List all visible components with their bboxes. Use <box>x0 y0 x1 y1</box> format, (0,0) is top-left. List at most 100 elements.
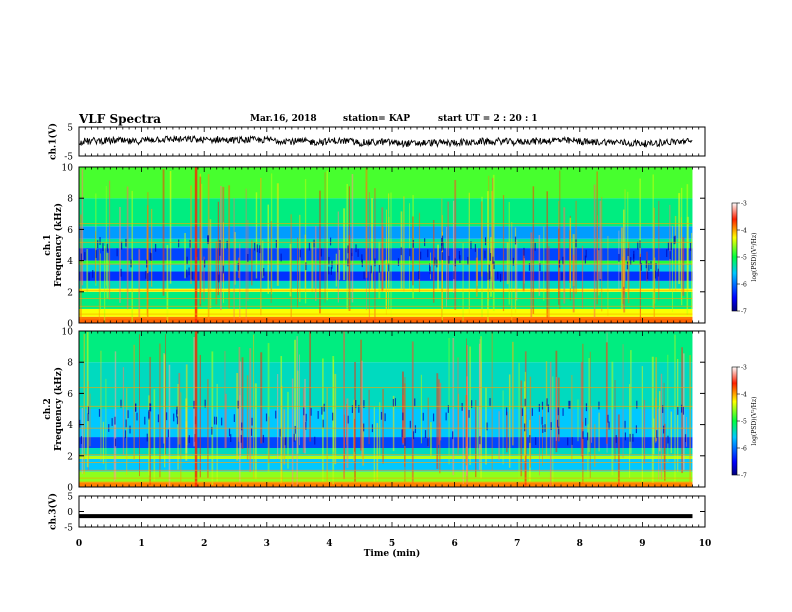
ch3v-ylabel-group: ch.3(V) <box>48 493 59 530</box>
ch2-streak <box>343 414 345 472</box>
ch1-dropout <box>429 266 431 275</box>
ch1-dropout <box>328 256 330 265</box>
ch1-spectrogram <box>79 167 705 323</box>
ch2-dropout <box>667 435 669 444</box>
ch1-dropout <box>467 256 469 265</box>
ch2-streak <box>81 407 83 474</box>
ch1-streak <box>166 244 169 323</box>
ch2-dropout <box>279 428 281 437</box>
time-tick-label: 0 <box>76 539 82 549</box>
ch1-carrier-line <box>79 290 693 292</box>
ch2-dropout <box>636 400 638 409</box>
ch1-streak <box>569 217 572 289</box>
ch2-dropout <box>558 426 560 435</box>
ch2-streak <box>588 358 590 453</box>
ch1-streak <box>680 217 682 300</box>
ch2-streak <box>309 331 311 442</box>
ch1-streak <box>430 252 431 280</box>
time-tick-label: 1 <box>138 539 144 549</box>
ch1-dropout <box>106 243 108 252</box>
ch2-colorbar-tick-label: -5 <box>741 419 747 426</box>
ch2-ylabel-group: ch.2 Frequency (kHz) <box>43 367 64 451</box>
ch1-streak <box>522 249 525 292</box>
ch1-streak <box>624 189 626 282</box>
ch2-streak <box>149 356 151 486</box>
ch1-dropout <box>308 242 310 251</box>
ch2-streak <box>605 342 608 444</box>
ch2-dropout <box>546 398 548 407</box>
ch1-streak <box>620 227 623 310</box>
time-tick-label: 5 <box>389 539 395 549</box>
ch1-streak <box>601 196 603 312</box>
ch2-dropout <box>230 434 232 442</box>
ch2-dropout <box>241 422 243 431</box>
ch1-streak <box>260 177 262 316</box>
ch1-dropout <box>499 273 502 282</box>
ch1-streak <box>100 253 101 311</box>
ch2-dropout <box>265 413 268 422</box>
ch2-dropout <box>322 419 324 428</box>
ch2-streak <box>439 422 441 474</box>
ch1-streak <box>674 215 677 291</box>
ch2-streak <box>677 359 679 472</box>
ch1-streak <box>511 222 513 323</box>
ch2-dropout <box>677 407 679 415</box>
ch1-dropout <box>125 238 127 247</box>
ch1-dropout <box>99 237 101 245</box>
ch1-streak <box>593 184 596 319</box>
ch2-ytick-label: 0 <box>67 484 73 494</box>
ch1-streak <box>548 246 550 320</box>
ch1-dropout <box>441 237 443 246</box>
ch1-streak <box>184 233 186 279</box>
ch2-streak <box>283 409 286 465</box>
ch2-streak <box>502 390 504 465</box>
ch1-streak <box>446 226 447 308</box>
ch2-carrier-line <box>79 454 693 456</box>
ch2-streak <box>199 354 201 478</box>
ch2-streak <box>343 331 345 480</box>
ch1-dropout <box>191 271 193 280</box>
ch2-dropout <box>347 415 349 424</box>
ch1-dropout <box>639 256 641 265</box>
ch1-dropout <box>637 241 639 250</box>
ch2-streak <box>518 362 520 482</box>
ch2-dropout <box>598 401 600 410</box>
ch2-streak <box>404 377 406 483</box>
ch2-dropout <box>409 420 411 429</box>
ch2-streak <box>354 418 356 452</box>
ch1-dropout <box>374 258 376 267</box>
ch1-dropout <box>207 236 209 245</box>
ch1-ytick-label: 0 <box>67 320 73 330</box>
ch1-dropout <box>539 263 541 272</box>
ch1-streak <box>86 249 89 293</box>
ch2-dropout <box>427 438 429 447</box>
ch1-streak <box>623 209 625 287</box>
ch2-streak <box>224 350 226 449</box>
station-label: station= KAP <box>343 114 411 124</box>
ch1-streak <box>239 243 241 319</box>
ch1-streak <box>462 243 464 322</box>
ch2-ylabel: Frequency (kHz) <box>53 367 64 451</box>
ch2-streak <box>545 361 548 456</box>
ch1-carrier-line <box>79 298 693 299</box>
ch2-streak <box>178 372 181 445</box>
ch1-streak <box>599 200 602 280</box>
ch2-ytick-label: 10 <box>62 328 74 338</box>
ch1-streak <box>289 243 292 297</box>
ch1-dropout <box>357 249 359 257</box>
ch2-streak <box>508 374 511 468</box>
ch1-dropout <box>347 245 349 254</box>
ch2-dropout <box>629 433 631 442</box>
ch2-carrier-line <box>79 477 693 479</box>
ch2-streak <box>241 357 244 449</box>
time-tick-label: 2 <box>201 539 207 549</box>
ch2-dropout <box>358 404 360 413</box>
ch2-streak <box>658 408 660 481</box>
ch2-band <box>79 471 693 483</box>
ch2-streak <box>658 391 661 452</box>
ch2-streak <box>362 423 365 466</box>
ch2-streak <box>667 354 669 462</box>
ch1-dropout <box>351 248 353 257</box>
ch2-streak <box>236 372 239 461</box>
ch2-ylabel: ch.2 <box>43 398 53 419</box>
